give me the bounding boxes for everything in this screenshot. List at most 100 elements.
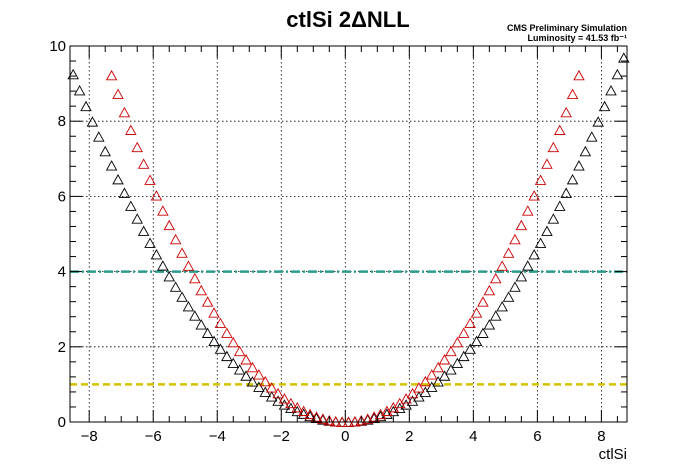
series-1-point: [240, 354, 252, 365]
x-tick-label: 4: [469, 428, 477, 445]
y-tick-label: 8: [58, 113, 66, 130]
x-tick-label: −6: [145, 428, 162, 445]
series-0-point: [509, 281, 521, 292]
series-0-point: [502, 291, 515, 302]
series-0-point: [515, 270, 528, 282]
series-0-point: [73, 85, 86, 96]
series-0-point: [605, 85, 617, 96]
series-0-point: [240, 370, 252, 381]
series-1-point: [496, 260, 508, 271]
series-1-point: [291, 401, 304, 413]
series-0-point: [541, 225, 553, 236]
series-1-point: [554, 124, 566, 135]
series-0-point: [496, 301, 508, 312]
series-1-point: [521, 205, 534, 216]
series-1-point: [406, 387, 419, 399]
series-1-point: [195, 284, 208, 296]
series-1-point: [560, 106, 572, 118]
x-tick-label: 2: [405, 428, 413, 445]
series-1-point: [176, 247, 188, 258]
series-0-point: [560, 187, 572, 198]
series-1-point: [285, 397, 297, 409]
series-1-point: [457, 327, 470, 338]
series-0-point: [246, 376, 259, 387]
chart-title: ctlSi 2ΔNLL: [286, 7, 409, 32]
series-0-point: [451, 357, 464, 368]
series-1-point: [355, 414, 368, 426]
plot-frame: [69, 45, 628, 423]
series-0-point: [291, 405, 304, 417]
series-0-point: [611, 68, 624, 80]
series-1-point: [470, 307, 483, 318]
y-tick-label: 6: [58, 188, 66, 205]
series-1-point: [105, 69, 118, 81]
series-1-point: [477, 296, 489, 307]
x-tick-label: 6: [533, 428, 541, 445]
series-0-point: [400, 399, 412, 410]
series-1-point: [489, 272, 502, 284]
series-0-point: [573, 160, 585, 171]
series-1-point: [125, 124, 137, 135]
tick-marks: [70, 46, 627, 423]
series-0-point: [105, 160, 118, 171]
series-1-point: [323, 414, 336, 426]
series-1-point: [189, 272, 201, 284]
x-tick-label: −4: [209, 428, 226, 445]
series-1-point: [509, 233, 521, 245]
series-0-point: [425, 381, 438, 392]
tick-labels: −8 −6 −4 −2 0 2 4 6 8 0 2 4 6 8 10: [49, 38, 605, 445]
series-1-point: [272, 387, 284, 399]
series-1-point: [349, 415, 361, 427]
series-0-point: [169, 281, 182, 292]
series-0-point: [592, 116, 604, 127]
luminosity-label: Luminosity = 41.53 fb⁻¹: [527, 33, 627, 43]
x-tick-label: 8: [597, 428, 605, 445]
series-0-point: [489, 310, 502, 321]
series-0-point: [521, 260, 534, 271]
y-tick-label: 10: [49, 38, 66, 55]
series-0-point: [67, 68, 79, 80]
series-1-point: [214, 317, 227, 329]
axes: [69, 45, 628, 423]
series-1-point: [329, 415, 342, 427]
series-1-point: [253, 369, 265, 380]
series-1-point: [502, 247, 515, 258]
series-0-point: [157, 260, 169, 271]
series-0-point: [579, 145, 592, 157]
series-0-point: [227, 357, 240, 368]
series-0-point: [483, 319, 496, 330]
y-tick-label: 4: [58, 264, 66, 281]
series-1-point: [169, 233, 182, 245]
series-0-point: [528, 249, 540, 260]
series-1-point: [201, 296, 214, 307]
series-1-point: [118, 106, 131, 118]
series-0-point: [586, 131, 598, 142]
x-tick-label: −8: [81, 428, 98, 445]
series-0-point: [137, 225, 150, 236]
series-1-point: [445, 345, 457, 357]
series-0-point: [150, 249, 163, 260]
cms-label: CMS Preliminary Simulation: [507, 23, 627, 33]
series-0-point: [598, 100, 611, 112]
x-tick-label: −2: [273, 428, 290, 445]
series-1-point: [278, 393, 291, 404]
y-tick-label: 2: [58, 339, 66, 356]
series-0-point: [233, 364, 246, 375]
y-tick-label: 0: [58, 414, 66, 431]
series-1-point: [419, 375, 432, 387]
series-1-point: [528, 190, 540, 201]
series-0-point: [131, 213, 143, 224]
series-1-point: [157, 205, 169, 216]
series-1-point: [137, 158, 150, 169]
series-1-point: [451, 336, 464, 348]
series-1-point: [246, 361, 259, 373]
series-0-point: [470, 335, 483, 347]
series-0-point: [547, 213, 560, 224]
series-1-point: [131, 141, 143, 153]
reference-lines: [70, 270, 627, 386]
series-1-point: [541, 158, 553, 169]
series-1-point: [182, 260, 195, 271]
series-markers: [67, 52, 630, 427]
series-1-point: [425, 369, 438, 380]
x-axis-label: ctlSi: [599, 446, 627, 463]
